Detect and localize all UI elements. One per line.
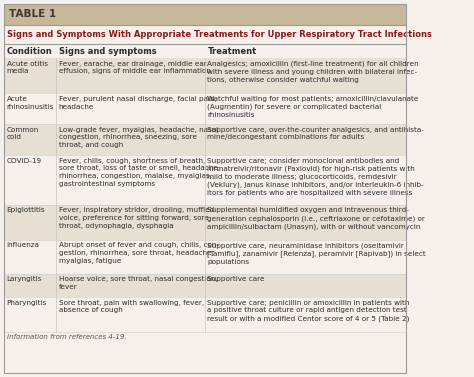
Text: Watchful waiting for most patients; amoxicillin/clavulanate
(Augmentin) for seve: Watchful waiting for most patients; amox… — [208, 96, 419, 118]
Text: Pharyngitis: Pharyngitis — [7, 300, 47, 306]
Text: Analgesics; amoxicillin (first-line treatment) for all children
with severe illn: Analgesics; amoxicillin (first-line trea… — [208, 61, 419, 83]
Bar — [4, 124, 406, 155]
Bar — [4, 297, 406, 332]
Bar — [4, 25, 406, 44]
Text: Treatment: Treatment — [208, 47, 256, 55]
Text: Sore throat, pain with swallowing, fever,
absence of cough: Sore throat, pain with swallowing, fever… — [59, 300, 204, 313]
Text: Signs and symptoms: Signs and symptoms — [59, 47, 156, 55]
Text: Influenza: Influenza — [7, 242, 39, 248]
Text: Low-grade fever, myalgias, headache, nasal
congestion, rhinorrhea, sneezing, sor: Low-grade fever, myalgias, headache, nas… — [59, 127, 218, 148]
Text: Supportive care: Supportive care — [208, 276, 265, 282]
Text: TABLE 1: TABLE 1 — [9, 9, 56, 19]
Text: Supportive care, neuraminidase inhibitors (oseltamivir
[Tamiflu], zanamivir [Rel: Supportive care, neuraminidase inhibitor… — [208, 242, 426, 265]
Text: Fever, inspiratory stridor, drooling, muffled
voice, preference for sitting forw: Fever, inspiratory stridor, drooling, mu… — [59, 207, 214, 229]
Bar — [4, 240, 406, 274]
Text: Common
cold: Common cold — [7, 127, 39, 140]
Bar — [4, 44, 406, 58]
Text: Signs and Symptoms With Appropriate Treatments for Upper Respiratory Tract Infec: Signs and Symptoms With Appropriate Trea… — [8, 30, 432, 39]
Text: Abrupt onset of fever and cough, chills, con-
gestion, rhinorrhea, sore throat, : Abrupt onset of fever and cough, chills,… — [59, 242, 219, 264]
Text: Condition: Condition — [7, 47, 52, 55]
Text: Information from references 4-19.: Information from references 4-19. — [8, 334, 127, 340]
Bar — [4, 205, 406, 240]
Bar — [4, 155, 406, 205]
Text: Supportive care; consider monoclonal antibodies and
nirmatrelvir/ritonavir (Paxl: Supportive care; consider monoclonal ant… — [208, 158, 424, 196]
Text: Fever, purulent nasal discharge, facial pain,
headache: Fever, purulent nasal discharge, facial … — [59, 96, 217, 109]
Text: Acute otitis
media: Acute otitis media — [7, 61, 47, 74]
Bar — [4, 274, 406, 297]
Text: Laryngitis: Laryngitis — [7, 276, 42, 282]
Bar — [4, 93, 406, 124]
Bar — [4, 58, 406, 93]
Bar — [4, 4, 406, 25]
Text: Hoarse voice, sore throat, nasal congestion,
fever: Hoarse voice, sore throat, nasal congest… — [59, 276, 217, 290]
Text: Fever, chills, cough, shortness of breath,
sore throat, loss of taste or smell, : Fever, chills, cough, shortness of breat… — [59, 158, 220, 187]
Text: Supportive care; penicillin or amoxicillin in patients with
a positive throat cu: Supportive care; penicillin or amoxicill… — [208, 300, 410, 322]
Text: COVID-19: COVID-19 — [7, 158, 42, 164]
Text: Acute
rhinosinusitis: Acute rhinosinusitis — [7, 96, 54, 109]
Text: Fever, earache, ear drainage, middle ear
effusion, signs of middle ear inflammat: Fever, earache, ear drainage, middle ear… — [59, 61, 210, 74]
Text: Supportive care, over-the-counter analgesics, and antihista-
mine/decongestant c: Supportive care, over-the-counter analge… — [208, 127, 424, 140]
Text: Epiglottitis: Epiglottitis — [7, 207, 45, 213]
Text: Supplemental humidified oxygen and intravenous third-
generation cephalosporin (: Supplemental humidified oxygen and intra… — [208, 207, 425, 230]
